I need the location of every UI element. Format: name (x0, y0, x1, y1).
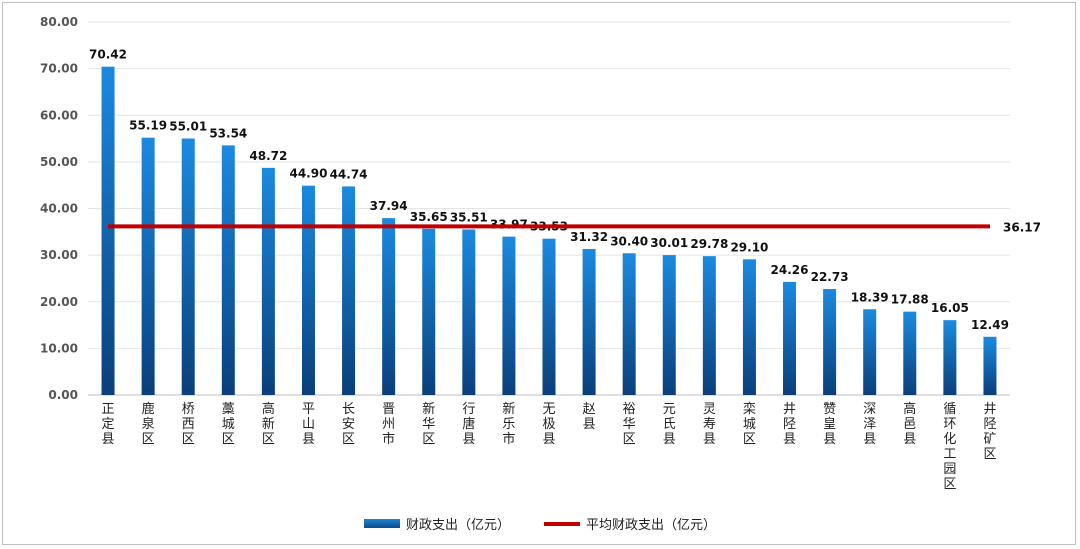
bar (261, 167, 275, 395)
bar (462, 229, 476, 395)
x-category-label: 循环化工园区 (943, 402, 956, 492)
x-category-label: 井陉县 (783, 402, 796, 447)
x-axis-categories: 正定县 鹿泉区 桥西区 藁城区 高新区 平山县 长安区 晋州市 新华区 行唐县 新乐市 无极县 赵县裕华… (102, 401, 997, 492)
y-tick-label: 20.00 (40, 295, 78, 309)
x-category-label: 灵寿县 (703, 402, 716, 447)
y-axis: 0.00 10.00 20.00 30.00 40.00 50.00 60.00 70.00 8… (40, 15, 78, 402)
y-tick-label: 60.00 (40, 108, 78, 122)
x-category-label: 井陉矿区 (983, 402, 996, 462)
legend-label-line: 平均财政支出（亿元） (586, 518, 717, 533)
y-tick-label: 40.00 (40, 202, 78, 216)
bar-value-label: 44.90 (289, 167, 327, 181)
bar (221, 145, 235, 395)
bar (662, 255, 676, 395)
bar (181, 138, 195, 395)
bar (702, 256, 716, 395)
bar (903, 311, 917, 395)
bar-value-label: 35.51 (450, 210, 488, 224)
bar (342, 186, 356, 395)
bar (382, 218, 396, 395)
x-category-label: 平山县 (302, 402, 315, 447)
y-tick-label: 30.00 (40, 248, 78, 262)
x-category-label: 新华区 (422, 401, 435, 447)
legend-item-line: 平均财政支出（亿元） (544, 514, 716, 533)
bar (863, 309, 877, 395)
bar-value-label: 29.10 (730, 240, 768, 254)
legend-swatch-bar (363, 519, 400, 528)
bar (742, 259, 756, 395)
bar (582, 248, 596, 395)
bar-value-label: 24.26 (771, 263, 809, 277)
x-category-label: 元氏县 (663, 402, 676, 447)
bar-value-label: 30.01 (650, 236, 688, 250)
bar-value-label: 35.65 (410, 210, 448, 224)
bar-value-label: 44.74 (330, 167, 368, 181)
bar-value-label: 48.72 (249, 149, 287, 163)
legend-label-bar: 财政支出（亿元） (405, 518, 510, 533)
bar-value-label: 17.88 (891, 293, 929, 307)
bar (301, 185, 315, 395)
bar (542, 238, 556, 395)
x-category-label: 行唐县 (462, 402, 475, 447)
bar-value-label: 22.73 (811, 270, 849, 284)
bar (422, 228, 436, 395)
y-tick-label: 10.00 (40, 341, 78, 355)
x-category-label: 新乐市 (502, 401, 515, 447)
bar-value-label: 55.19 (129, 119, 167, 133)
y-tick-label: 80.00 (40, 15, 78, 29)
x-category-label: 赞皇县 (823, 402, 836, 447)
y-tick-label: 0.00 (48, 388, 78, 402)
x-category-label: 桥西区 (182, 402, 195, 447)
y-tick-label: 50.00 (40, 155, 78, 169)
bar (101, 66, 115, 395)
x-category-label: 鹿泉区 (142, 401, 155, 447)
y-tick-label: 70.00 (40, 62, 78, 76)
x-category-label: 裕华区 (623, 402, 636, 447)
bar-value-label: 31.32 (570, 230, 608, 244)
bar (943, 320, 957, 395)
bar-value-label: 18.39 (851, 290, 889, 304)
bar-value-label: 55.01 (169, 120, 207, 134)
x-category-label: 高邑县 (903, 401, 916, 447)
x-category-label: 栾城区 (743, 401, 756, 447)
average-line-group: 36.17 (108, 220, 1041, 234)
gridlines (88, 21, 1010, 396)
bar-value-label: 12.49 (971, 318, 1009, 332)
average-line-label: 36.17 (1003, 220, 1041, 234)
bar-value-label: 30.40 (610, 234, 648, 248)
legend-swatch-line (544, 521, 580, 526)
bar (983, 336, 997, 395)
x-category-label: 藁城区 (222, 402, 235, 447)
bar-value-label: 53.54 (209, 126, 247, 140)
bar (622, 253, 636, 395)
bar-value-label: 70.42 (89, 48, 127, 62)
x-category-label: 赵县 (583, 402, 596, 432)
x-category-label: 深泽县 (863, 402, 876, 447)
bar (783, 281, 797, 395)
x-category-label: 高新区 (262, 401, 275, 447)
x-category-label: 无极县 (542, 402, 555, 447)
x-category-label: 长安区 (342, 402, 355, 447)
legend: 财政支出（亿元） 平均财政支出（亿元） (0, 514, 1080, 533)
bar (502, 236, 516, 395)
bar-value-label: 16.05 (931, 301, 969, 315)
x-category-label: 正定县 (102, 402, 115, 447)
legend-item-bar: 财政支出（亿元） (363, 514, 510, 533)
bar (823, 289, 837, 395)
x-category-label: 晋州市 (382, 402, 395, 447)
bar-value-label: 37.94 (370, 199, 408, 213)
bar-value-label: 29.78 (690, 237, 728, 251)
bar (141, 137, 155, 395)
